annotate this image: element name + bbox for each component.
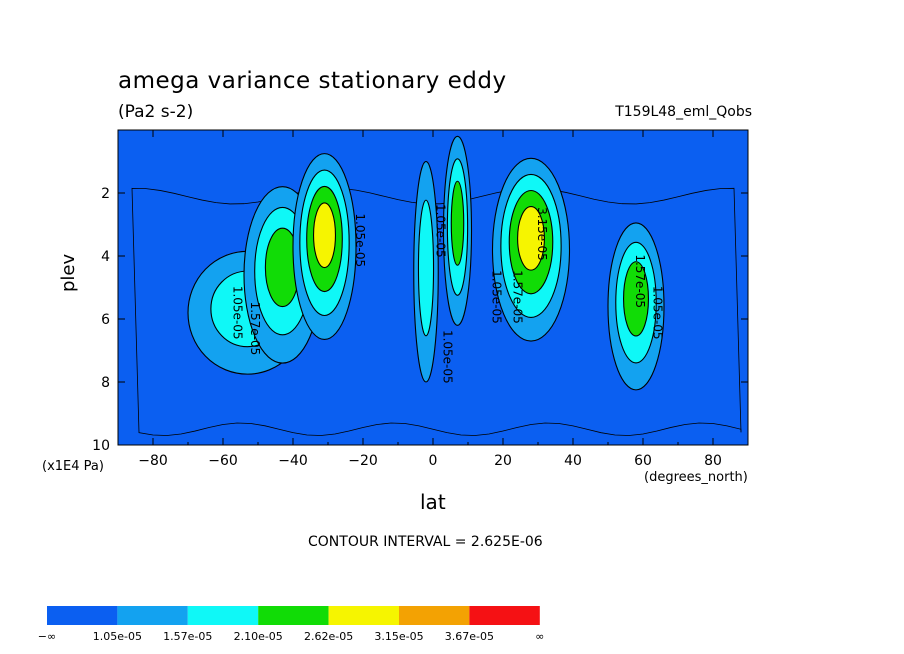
colorbar-swatch — [47, 606, 118, 625]
colorbar-label: 3.15e-05 — [374, 630, 423, 643]
y-tick-label: 10 — [92, 438, 110, 454]
x-tick-label: 40 — [564, 453, 582, 469]
x-tick-label: 20 — [494, 453, 512, 469]
x-tick-label: 0 — [429, 453, 438, 469]
colorbar-label: 1.57e-05 — [163, 630, 212, 643]
x-tick-label: −60 — [208, 453, 238, 469]
x-tick-label: −40 — [278, 453, 308, 469]
contour-label: 1.05e-05 — [353, 213, 367, 267]
colorbar-swatch — [258, 606, 329, 625]
x-tick-label: −20 — [348, 453, 378, 469]
y-tick-label: 6 — [101, 312, 110, 328]
colorbar-swatch — [469, 606, 540, 625]
colorbar-label: 3.67e-05 — [445, 630, 494, 643]
run-label: T159L48_eml_Qobs — [615, 104, 752, 120]
contour-label: 1.05e-05 — [434, 204, 448, 258]
contour-level-3 — [450, 180, 465, 266]
chart-title: amega variance stationary eddy — [118, 68, 507, 94]
colorbar-swatch — [117, 606, 188, 625]
y-tick-label: 4 — [101, 249, 110, 265]
colorbar-swatch — [399, 606, 470, 625]
contour-level-3 — [623, 261, 649, 337]
chart-units: (Pa2 s-2) — [118, 102, 194, 122]
x-tick-label: 80 — [704, 453, 722, 469]
y-axis-unit: (x1E4 Pa) — [42, 459, 104, 474]
contour-label: 1.05e-05 — [441, 330, 455, 384]
colorbar-label: 2.10e-05 — [234, 630, 283, 643]
colorbar-swatch — [328, 606, 399, 625]
contour-interval: CONTOUR INTERVAL = 2.625E-06 — [308, 534, 543, 550]
contour-label: 1.05e-05 — [651, 286, 665, 340]
contour-level-2 — [417, 199, 435, 337]
contour-label: 1.57e-05 — [511, 270, 525, 324]
x-axis-label: lat — [420, 490, 446, 514]
colorbar-label: −∞ — [38, 630, 56, 643]
colorbar-label: 1.05e-05 — [93, 630, 142, 643]
x-tick-label: −80 — [138, 453, 168, 469]
y-tick-label: 8 — [101, 375, 110, 391]
contour-level-4 — [517, 206, 545, 271]
contour-field: 1.05e-05 1.57e-051.05e-05 1.05e-051.05e-05… — [118, 130, 748, 445]
x-axis-unit: (degrees_north) — [644, 470, 748, 485]
contour-level-4 — [312, 202, 337, 269]
colorbar-label: 2.62e-05 — [304, 630, 353, 643]
colorbar-label: ∞ — [535, 630, 544, 643]
contour-label: 1.57e-05 — [248, 302, 262, 356]
colorbar-swatch — [187, 606, 259, 625]
x-tick-label: 60 — [634, 453, 652, 469]
contour-label: 3.15e-05 — [535, 207, 549, 261]
contour-label: 1.05e-05 — [231, 286, 245, 340]
y-tick-label: 2 — [101, 186, 110, 202]
contour-label: 1.05e-05 — [490, 270, 504, 324]
contour-label: 1.57e-05 — [633, 254, 647, 308]
